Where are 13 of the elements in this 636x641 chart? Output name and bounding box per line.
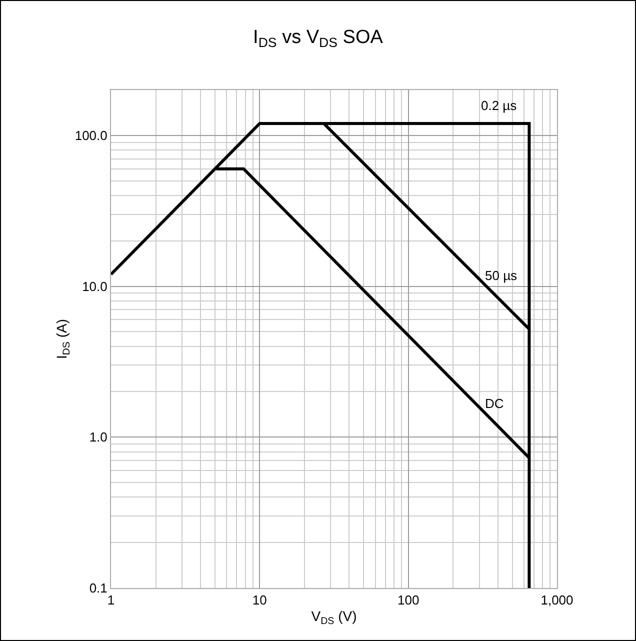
series-label: 0.2 µs	[481, 98, 518, 113]
y-tick-label: 0.1	[89, 580, 108, 596]
x-tick-label: 10	[252, 592, 267, 608]
series-label: 50 µs	[485, 268, 518, 283]
chart-title: I$_{DS}$ vs V$_{DS}$ SOA	[253, 27, 384, 50]
x-tick-label: 1	[107, 592, 115, 608]
series-label: DC	[485, 396, 504, 411]
y-tick-label: 10.0	[82, 278, 108, 294]
x-tick-label: 100	[397, 592, 420, 608]
x-tick-label: 1,000	[540, 592, 574, 608]
x-axis-title: V$_{DS}$ (V)	[311, 608, 357, 627]
y-tick-label: 1.0	[89, 430, 108, 445]
y-tick-label: 100.0	[74, 128, 108, 143]
